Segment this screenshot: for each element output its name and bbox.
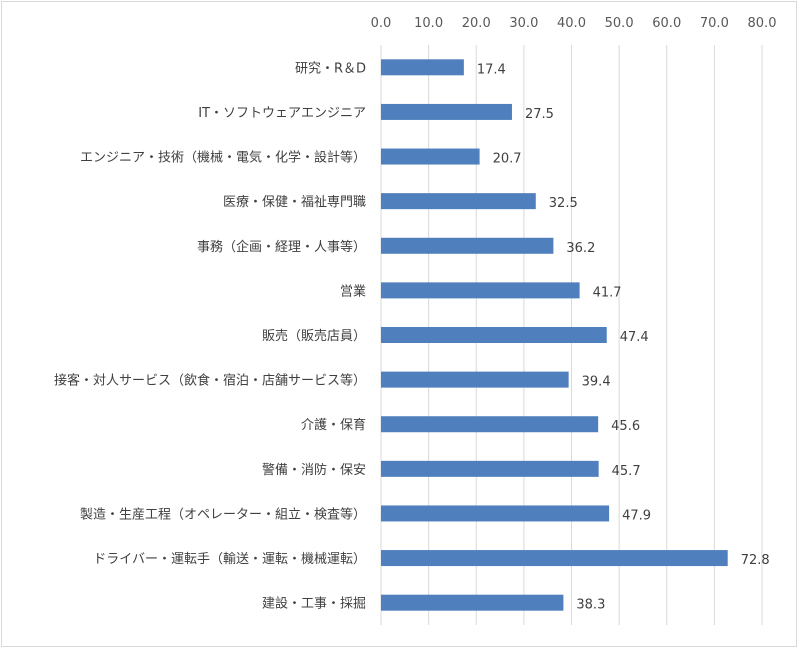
category-label: 警備・消防・保安 [262, 462, 366, 478]
data-label: 32.5 [549, 196, 578, 211]
x-tick-label: 30.0 [509, 16, 538, 31]
x-tick-label: 60.0 [652, 16, 681, 31]
bar [381, 371, 569, 388]
x-tick-label: 50.0 [605, 16, 634, 31]
category-label: IT・ソフトウェアエンジニア [198, 106, 366, 121]
data-label: 39.4 [582, 375, 611, 390]
bar [381, 282, 580, 299]
category-label: 介護・保育 [301, 417, 366, 433]
category-label: ドライバー・運転手（輸送・運転・機械運転） [93, 552, 366, 567]
data-label: 72.8 [741, 553, 770, 568]
bar [381, 505, 610, 522]
data-label: 20.7 [493, 152, 522, 167]
category-label: エンジニア・技術（機械・電気・化学・設計等） [80, 150, 366, 166]
bar [381, 59, 464, 76]
bar [381, 103, 512, 120]
data-label: 41.7 [593, 285, 622, 300]
grid-layer [380, 45, 763, 625]
bar [381, 237, 554, 254]
category-label: 営業 [340, 283, 366, 299]
bar [381, 460, 599, 477]
bar [381, 550, 728, 567]
x-tick-label: 70.0 [700, 16, 729, 31]
category-labels: 研究・R＆D IT・ソフトウェアエンジニアエンジニア・技術（機械・電気・化学・設計… [54, 61, 366, 611]
bar [381, 327, 607, 343]
data-label: 17.4 [477, 62, 506, 77]
category-label: 研究・R＆D [295, 61, 366, 76]
data-label: 47.9 [622, 508, 651, 523]
x-tick-label: 20.0 [462, 16, 491, 31]
bar [381, 148, 480, 165]
data-label: 36.2 [566, 241, 595, 256]
data-label: 47.4 [620, 330, 649, 345]
category-label: 事務（企画・経理・人事等） [197, 239, 366, 255]
x-tick-label: 80.0 [748, 16, 777, 31]
bar [381, 594, 564, 611]
category-label: 建設・工事・採掘 [262, 596, 366, 612]
bars [381, 59, 728, 611]
bar [381, 416, 599, 433]
category-label: 販売（販売店員） [262, 328, 366, 344]
data-label: 45.7 [612, 464, 641, 479]
x-tick-label: 40.0 [557, 16, 586, 31]
data-label: 45.6 [611, 419, 640, 434]
x-tick-label: 0.0 [371, 16, 392, 31]
category-label: 製造・生産工程（オペレーター・組立・検査等） [80, 506, 366, 522]
x-axis-ticks: 0.0 10.0 20.0 30.0 40.0 50.0 60.0 70.0 80.0 [371, 16, 777, 31]
data-label: 27.5 [525, 107, 554, 122]
x-tick-label: 10.0 [414, 16, 443, 31]
data-label: 38.3 [576, 598, 605, 613]
data-labels: 17.4 27.5 20.7 32.5 36.2 41.7 47.4 39.4 45.6 45.7… [477, 62, 770, 612]
category-label: 医療・保健・福祉専門職 [223, 195, 366, 210]
category-label: 接客・対人サービス（飲食・宿泊・店舗サービス等） [54, 373, 366, 389]
bar [381, 193, 536, 210]
